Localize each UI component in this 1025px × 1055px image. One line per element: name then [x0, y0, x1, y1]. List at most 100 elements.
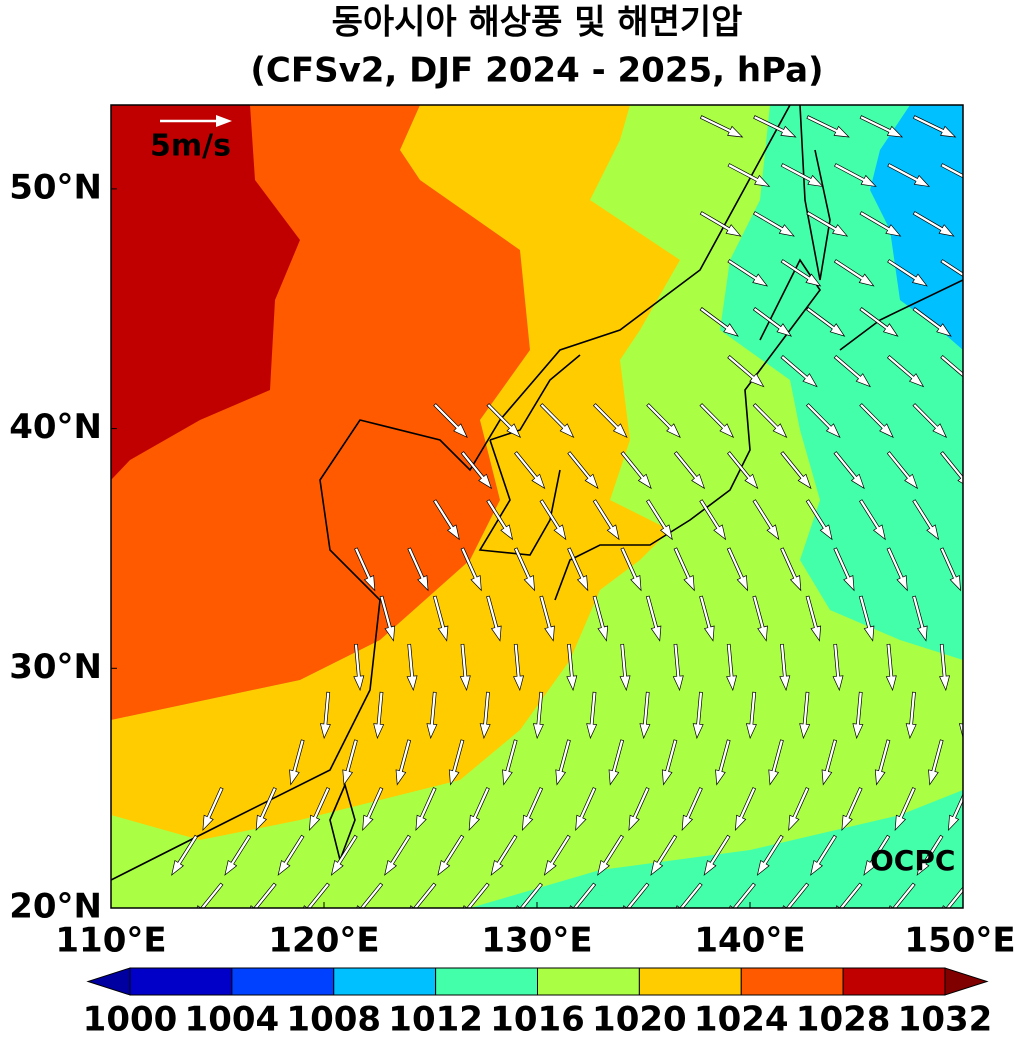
- wind-arrow: [539, 403, 575, 439]
- colorbar-box: [435, 967, 538, 996]
- wind-arrow: [645, 595, 662, 642]
- wind-arrow: [947, 793, 963, 832]
- colorbar-box: [231, 967, 335, 996]
- coastline: [839, 279, 963, 351]
- wind-arrow: [673, 451, 706, 490]
- wind-arrow: [859, 403, 894, 439]
- wind-arrow: [406, 643, 418, 692]
- wind-arrow: [353, 643, 365, 692]
- wind-arrow: [661, 739, 678, 786]
- colorbar: 1000 1004 1008 1012 1016 1020 1024 1028 1032: [83, 967, 992, 1040]
- wind-arrow: [886, 451, 919, 490]
- wind-arrow: [734, 787, 757, 832]
- wind-arrow: [703, 834, 731, 876]
- wind-arrow: [628, 787, 650, 832]
- y-tick-label: 30°N: [9, 647, 102, 687]
- wind-arrow: [448, 739, 465, 786]
- wind-arrow: [566, 643, 578, 692]
- wind-arrow: [863, 834, 891, 876]
- reference-arrow-head: [216, 115, 232, 127]
- wind-arrow: [832, 643, 844, 692]
- wind-arrow: [912, 307, 952, 337]
- wind-arrow: [894, 787, 916, 832]
- wind-arrow: [460, 451, 493, 490]
- wind-arrow: [692, 691, 704, 740]
- wind-arrow: [780, 163, 824, 187]
- wind-arrow: [289, 739, 305, 786]
- wind-arrow: [699, 403, 735, 439]
- coastline: [111, 105, 963, 881]
- wind-arrow: [277, 834, 305, 876]
- wind-arrow: [912, 403, 948, 439]
- wind-arrow: [726, 643, 738, 692]
- wind-arrow: [699, 115, 744, 138]
- wind-arrow: [319, 691, 331, 740]
- wind-arrow: [699, 595, 715, 642]
- colorbar-label: 1028: [796, 1000, 891, 1040]
- wind-arrow: [650, 834, 678, 876]
- wind-arrow: [905, 691, 917, 740]
- wind-arrow: [486, 595, 502, 642]
- wind-arrow: [805, 595, 822, 642]
- wind-arrow: [592, 403, 628, 439]
- wind-arrow: [805, 403, 841, 439]
- wind-vectors: [171, 115, 1007, 908]
- pressure-zone: [470, 790, 963, 908]
- wind-arrow: [539, 499, 567, 541]
- wind-arrow: [939, 547, 962, 592]
- wind-arrow: [940, 259, 963, 277]
- wind-arrow: [806, 307, 846, 337]
- wind-arrow: [486, 499, 514, 541]
- wind-arrow: [433, 403, 468, 439]
- wind-arrow: [753, 115, 797, 138]
- wind-arrow: [459, 643, 471, 692]
- wind-arrow: [859, 307, 899, 337]
- wind-arrow: [379, 595, 396, 642]
- wind-arrow: [780, 259, 822, 287]
- wind-arrow: [513, 547, 536, 592]
- wind-arrow: [490, 834, 518, 876]
- wind-arrow: [479, 691, 491, 740]
- wind-arrow: [646, 499, 673, 541]
- wind-arrow: [727, 259, 769, 287]
- pressure-zone: [111, 105, 300, 480]
- wind-arrow: [395, 739, 412, 786]
- wind-arrow: [699, 307, 739, 337]
- wind-arrow: [539, 595, 555, 642]
- wind-arrow: [745, 691, 757, 740]
- coastline: [554, 258, 821, 601]
- chart-subtitle: (CFSv2, DJF 2024 - 2025, hPa): [250, 51, 823, 91]
- wind-arrow: [788, 787, 810, 832]
- wind-arrow: [806, 115, 850, 138]
- wind-arrow: [966, 404, 999, 438]
- wind-arrow: [752, 595, 768, 642]
- wind-arrow: [513, 643, 525, 692]
- y-tick-label: 20°N: [9, 887, 102, 927]
- colorbar-box: [740, 967, 844, 996]
- wind-arrow: [966, 596, 981, 641]
- wind-arrow: [555, 739, 571, 786]
- wind-arrow: [859, 499, 886, 541]
- wind-arrow: [532, 691, 544, 740]
- wind-arrow: [928, 739, 944, 786]
- wind-arrow: [460, 547, 482, 592]
- wind-arrow: [967, 212, 1007, 237]
- wind-arrow: [799, 691, 811, 740]
- wind-arrow: [887, 259, 928, 287]
- wind-arrow: [834, 163, 877, 187]
- colorbar-label: 1008: [286, 1000, 381, 1040]
- wind-arrow: [592, 595, 609, 642]
- wind-arrow: [885, 643, 897, 692]
- wind-arrow: [779, 643, 791, 692]
- wind-arrow: [940, 451, 963, 485]
- coastline: [799, 105, 831, 281]
- wind-arrow: [699, 499, 727, 541]
- wind-arrow: [567, 547, 589, 592]
- wind-arrow: [752, 499, 780, 541]
- wind-arrow: [202, 787, 224, 832]
- y-tick-label: 50°N: [9, 167, 102, 207]
- wind-arrow: [752, 307, 793, 337]
- wind-arrow: [362, 787, 384, 832]
- wind-arrow: [752, 403, 788, 439]
- wind-arrow: [912, 595, 928, 642]
